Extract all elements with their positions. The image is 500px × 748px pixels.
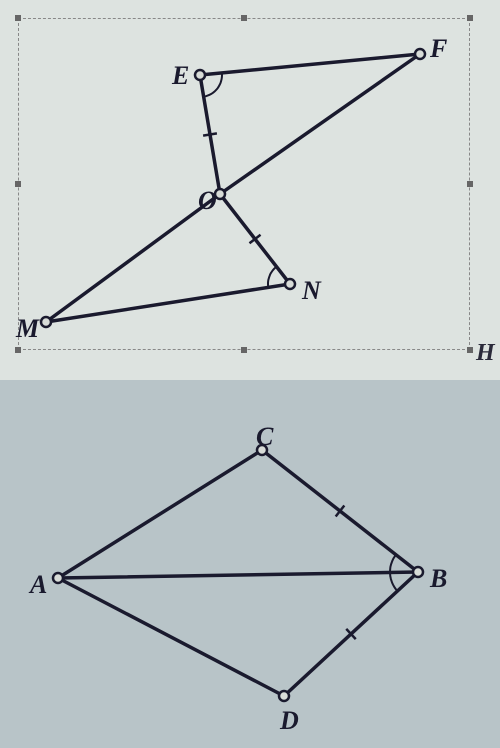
figure-1-svg (0, 0, 500, 380)
point-label-o: O (198, 186, 217, 216)
point-label-a: A (30, 570, 47, 600)
figure-2-panel: C A B D (0, 380, 500, 748)
figure-1-panel: Н E F O N M (0, 0, 500, 380)
figure-2-svg (0, 380, 500, 748)
point-label-b: B (430, 564, 447, 594)
point-label-d: D (280, 706, 299, 736)
selection-handle[interactable] (467, 15, 473, 21)
point-label-n: N (302, 276, 321, 306)
point-label-f: F (430, 34, 447, 64)
outer-label-h: Н (476, 340, 495, 367)
point-label-m: M (16, 314, 39, 344)
selection-handle[interactable] (15, 347, 21, 353)
selection-handle[interactable] (15, 15, 21, 21)
point-label-e: E (172, 61, 189, 91)
selection-handle[interactable] (467, 181, 473, 187)
point-label-c: C (256, 422, 273, 452)
selection-handle[interactable] (15, 181, 21, 187)
selection-handle[interactable] (467, 347, 473, 353)
selection-handle[interactable] (241, 347, 247, 353)
selection-handle[interactable] (241, 15, 247, 21)
